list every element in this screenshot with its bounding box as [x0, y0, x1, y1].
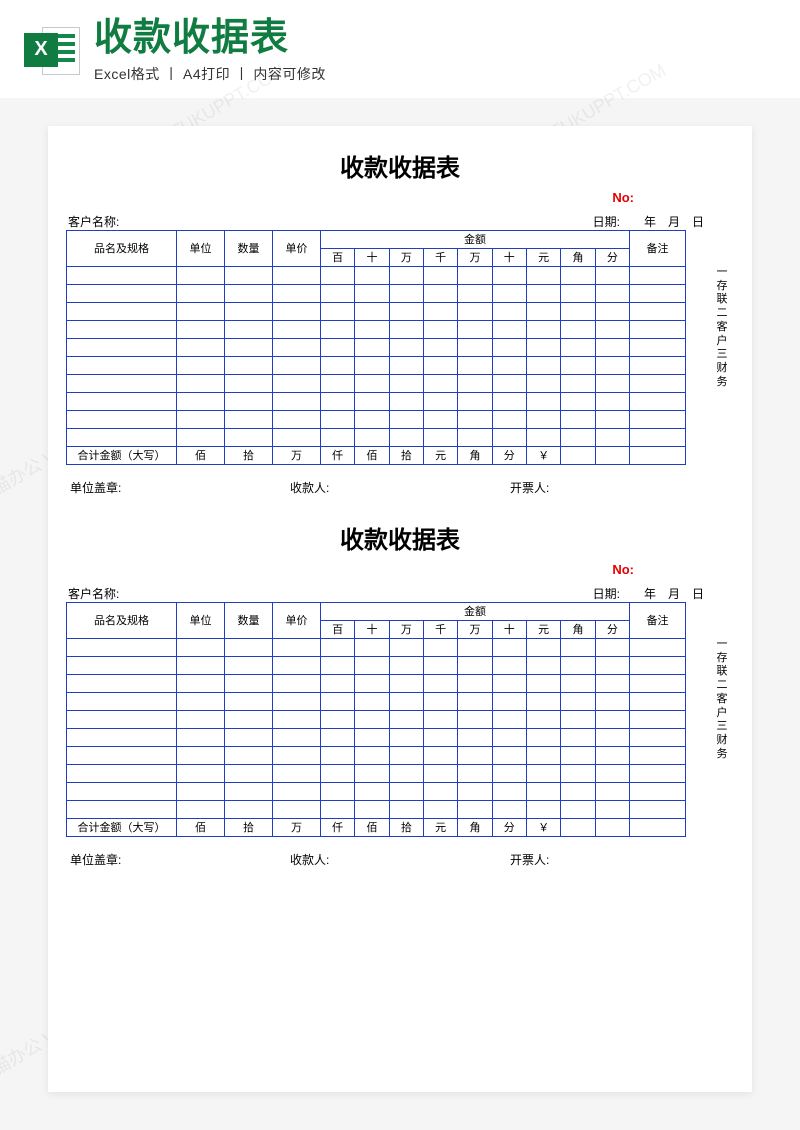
- customer-label: 客户名称:: [68, 585, 593, 602]
- excel-icon: X: [24, 23, 80, 79]
- digit-header: 千: [423, 620, 457, 638]
- table-row: [67, 302, 686, 320]
- table-row: [67, 266, 686, 284]
- digit-header: 十: [355, 620, 389, 638]
- table-row: [67, 284, 686, 302]
- digit-header: 元: [526, 248, 560, 266]
- receipt-table: 品名及规格单位数量单价金额备注百十万千万十元角分合计金额（大写）佰拾万仟佰拾元角…: [66, 602, 686, 837]
- date-label: 日期: 年 月 日: [593, 213, 732, 230]
- total-row: 合计金额（大写）佰拾万仟佰拾元角分￥: [67, 818, 686, 836]
- digit-header: 万: [458, 248, 492, 266]
- table-row: [67, 338, 686, 356]
- digit-header: 角: [561, 248, 595, 266]
- col-price: 单价: [273, 602, 321, 638]
- digit-header: 千: [423, 248, 457, 266]
- footer-issuer: 开票人:: [510, 479, 730, 496]
- table-row: [67, 692, 686, 710]
- header-subtitle: Excel格式 丨 A4打印 丨 内容可修改: [94, 64, 776, 84]
- table-row: [67, 638, 686, 656]
- date-label: 日期: 年 月 日: [593, 585, 732, 602]
- table-row: [67, 356, 686, 374]
- digit-header: 十: [355, 248, 389, 266]
- receipt-title: 收款收据表: [66, 520, 734, 555]
- col-unit: 单位: [177, 602, 225, 638]
- receipt-no-label: No:: [612, 190, 634, 205]
- header-title: 收款收据表: [94, 18, 776, 60]
- table-row: [67, 728, 686, 746]
- total-row: 合计金额（大写）佰拾万仟佰拾元角分￥: [67, 446, 686, 464]
- document-page: 收款收据表No:客户名称:日期: 年 月 日品名及规格单位数量单价金额备注百十万…: [48, 126, 752, 1092]
- footer-issuer: 开票人:: [510, 851, 730, 868]
- table-row: [67, 374, 686, 392]
- table-row: [67, 800, 686, 818]
- table-row: [67, 320, 686, 338]
- col-unit: 单位: [177, 230, 225, 266]
- col-qty: 数量: [225, 230, 273, 266]
- receipt-form: 收款收据表No:客户名称:日期: 年 月 日品名及规格单位数量单价金额备注百十万…: [66, 520, 734, 868]
- footer-payee: 收款人:: [290, 479, 510, 496]
- col-note: 备注: [630, 602, 686, 638]
- digit-header: 十: [492, 620, 526, 638]
- customer-label: 客户名称:: [68, 213, 593, 230]
- digit-header: 万: [458, 620, 492, 638]
- col-amount: 金额: [321, 602, 630, 620]
- digit-header: 万: [389, 620, 423, 638]
- col-name: 品名及规格: [67, 602, 177, 638]
- digit-header: 元: [526, 620, 560, 638]
- digit-header: 分: [595, 248, 629, 266]
- table-row: [67, 764, 686, 782]
- table-row: [67, 428, 686, 446]
- side-note: 一存联 二客户 三财务: [714, 266, 730, 390]
- side-note: 一存联 二客户 三财务: [714, 638, 730, 762]
- footer-stamp: 单位盖章:: [70, 851, 290, 868]
- col-price: 单价: [273, 230, 321, 266]
- footer-stamp: 单位盖章:: [70, 479, 290, 496]
- col-name: 品名及规格: [67, 230, 177, 266]
- digit-header: 百: [321, 620, 355, 638]
- col-note: 备注: [630, 230, 686, 266]
- digit-header: 十: [492, 248, 526, 266]
- receipt-title: 收款收据表: [66, 148, 734, 183]
- col-amount: 金额: [321, 230, 630, 248]
- table-row: [67, 392, 686, 410]
- digit-header: 角: [561, 620, 595, 638]
- table-row: [67, 746, 686, 764]
- footer-payee: 收款人:: [290, 851, 510, 868]
- table-row: [67, 710, 686, 728]
- receipt-form: 收款收据表No:客户名称:日期: 年 月 日品名及规格单位数量单价金额备注百十万…: [66, 148, 734, 496]
- receipt-no-label: No:: [612, 562, 634, 577]
- table-row: [67, 410, 686, 428]
- receipt-table: 品名及规格单位数量单价金额备注百十万千万十元角分合计金额（大写）佰拾万仟佰拾元角…: [66, 230, 686, 465]
- table-row: [67, 782, 686, 800]
- table-row: [67, 656, 686, 674]
- digit-header: 百: [321, 248, 355, 266]
- table-row: [67, 674, 686, 692]
- digit-header: 分: [595, 620, 629, 638]
- excel-icon-letter: X: [24, 33, 58, 67]
- template-header: X 收款收据表 Excel格式 丨 A4打印 丨 内容可修改: [0, 0, 800, 98]
- col-qty: 数量: [225, 602, 273, 638]
- digit-header: 万: [389, 248, 423, 266]
